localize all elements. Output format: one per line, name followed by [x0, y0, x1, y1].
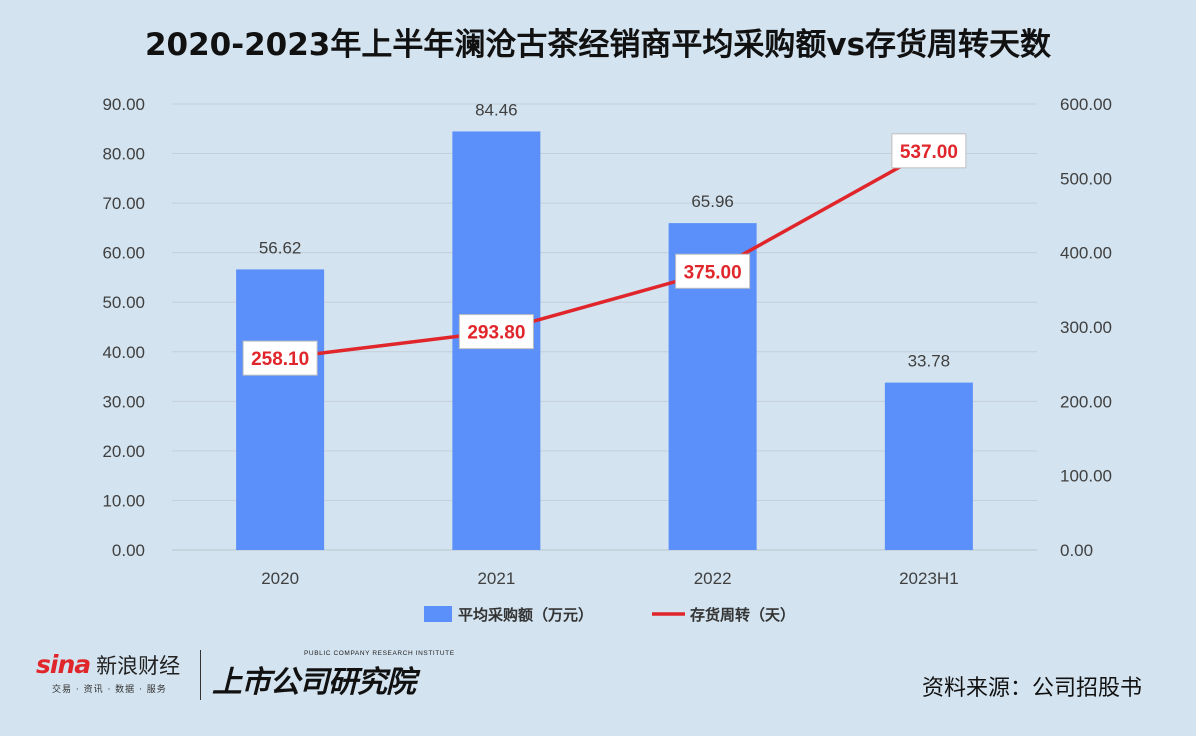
legend-bar-label: 平均采购额（万元） — [458, 606, 593, 624]
y-left-tick-label: 40.00 — [102, 343, 145, 362]
sina-name: 新浪财经 — [96, 654, 181, 678]
footer-divider — [200, 650, 201, 700]
x-tick-label: 2021 — [477, 569, 515, 588]
bar — [884, 382, 973, 550]
bar — [236, 269, 325, 550]
y-axis-left: 0.00 10.00 20.00 30.00 40.00 50.00 60.00 70.00 8… — [102, 95, 145, 560]
x-tick-label: 2022 — [694, 569, 732, 588]
y-left-tick-label: 30.00 — [102, 392, 145, 411]
y-right-tick-label: 500.00 — [1060, 169, 1112, 188]
legend: 平均采购额（万元） 存货周转（天） — [424, 606, 795, 624]
x-tick-label: 2023H1 — [899, 569, 959, 588]
x-tick-label: 2020 — [261, 569, 299, 588]
line-path — [279, 149, 930, 360]
line-value-label: 375.00 — [684, 262, 742, 283]
bar-value-label: 33.78 — [908, 352, 951, 371]
y-right-tick-label: 200.00 — [1060, 392, 1112, 411]
line-series: 258.10 293.80 375.00 537.00 — [242, 133, 967, 376]
y-left-tick-label: 80.00 — [102, 145, 145, 164]
y-left-tick-label: 70.00 — [102, 194, 145, 213]
chart: 2020-2023年上半年澜沧古茶经销商平均采购额vs存货周转天数 0.00 10… — [102, 27, 1112, 624]
y-left-tick-label: 50.00 — [102, 293, 145, 312]
x-axis: 2020 2021 2022 2023H1 — [261, 569, 958, 588]
y-left-tick-label: 60.00 — [102, 244, 145, 263]
chart-title: 2020-2023年上半年澜沧古茶经销商平均采购额vs存货周转天数 — [145, 27, 1051, 63]
institute-chinese-name: 上市公司研究院 — [212, 665, 416, 700]
bar-value-label: 65.96 — [691, 192, 734, 211]
data-source: 资料来源：公司招股书 — [921, 676, 1142, 701]
y-left-tick-label: 0.00 — [112, 541, 145, 560]
y-left-tick-label: 90.00 — [102, 95, 145, 114]
y-right-tick-label: 400.00 — [1060, 244, 1112, 263]
sina-logo: sina — [36, 650, 91, 679]
line-value-label-box — [458, 314, 534, 350]
y-axis-right: 0.00 100.00 200.00 300.00 400.00 500.00 600.00 — [1060, 95, 1112, 560]
line-value-label-box — [675, 253, 751, 289]
line-value-label: 537.00 — [900, 142, 958, 163]
line-value-label-box — [891, 133, 967, 169]
line-value-label: 258.10 — [251, 349, 309, 370]
bar-series: 56.62 84.46 65.96 33.78 — [236, 100, 973, 550]
y-right-tick-label: 300.00 — [1060, 318, 1112, 337]
y-right-tick-label: 0.00 — [1060, 541, 1093, 560]
bar-value-label: 56.62 — [259, 238, 302, 257]
line-value-label: 293.80 — [467, 323, 525, 344]
sina-tagline: 交易 · 资讯 · 数据 · 服务 — [52, 685, 167, 695]
y-left-tick-label: 10.00 — [102, 491, 145, 510]
y-right-tick-label: 100.00 — [1060, 467, 1112, 486]
y-right-tick-label: 600.00 — [1060, 95, 1112, 114]
legend-line-label: 存货周转（天） — [690, 606, 795, 624]
institute-english-name: PUBLIC COMPANY RESEARCH INSTITUTE — [304, 650, 455, 657]
research-institute-logo: PUBLIC COMPANY RESEARCH INSTITUTE 上市公司研究… — [212, 650, 455, 701]
legend-bar-swatch — [424, 606, 452, 622]
bar-value-label: 84.46 — [475, 100, 518, 119]
sina-finance-logo: sina 新浪财经 交易 · 资讯 · 数据 · 服务 — [36, 650, 180, 695]
y-left-tick-label: 20.00 — [102, 442, 145, 461]
line-value-label-box — [242, 340, 318, 376]
